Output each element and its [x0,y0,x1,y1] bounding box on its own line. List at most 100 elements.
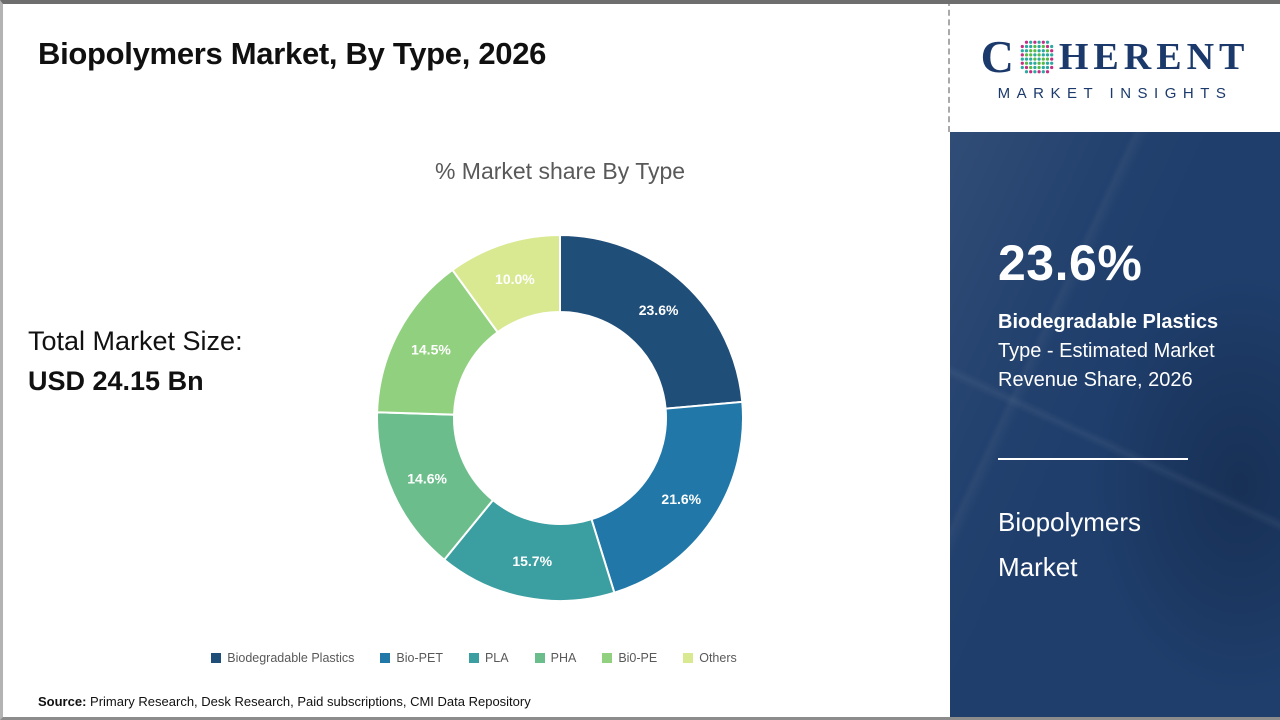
globe-dot [1024,69,1028,73]
globe-dot [1020,52,1024,57]
globe-dot [1020,65,1024,69]
panel-title-line1: Biopolymers [998,507,1142,537]
globe-dot [1037,65,1041,69]
highlight-stat-value: 23.6% [998,235,1143,291]
panel-divider [998,458,1188,460]
globe-dot [1033,69,1037,73]
legend-label: Others [699,651,737,665]
donut-segment-biodegradable-plastics [559,233,744,410]
globe-dot [1020,44,1024,48]
globe-dot [1033,52,1037,57]
globe-dot [1037,48,1041,52]
globe-dot [1033,56,1037,61]
legend-item-pha: PHA [534,651,577,665]
legend-label: Biodegradable Plastics [227,651,355,665]
donut-label: 15.7% [512,553,552,569]
globe-dot [1041,48,1045,52]
globe-dot [1049,61,1054,65]
globe-dot [1028,52,1033,57]
total-market-size-value: USD 24.15 Bn [28,366,204,396]
globe-dot [1045,69,1049,73]
legend-label: Bi0-PE [618,651,658,665]
panel-title: Biopolymers Market [998,500,1141,590]
globe-dot [1037,61,1041,65]
donut-label: 14.5% [411,342,451,358]
legend-label: PLA [484,651,509,665]
donut-label: 23.6% [639,302,679,318]
globe-dot [1037,56,1041,61]
page-title: Biopolymers Market, By Type, 2026 [38,36,547,71]
globe-dot [1041,52,1045,57]
globe-dot [1049,56,1054,61]
globe-dot [1041,65,1045,69]
globe-dot [1033,44,1037,48]
globe-dot [1049,52,1054,57]
legend-item-others: Others [683,651,737,665]
globe-dot [1045,40,1049,44]
globe-dot [1033,61,1037,65]
coherent-logo: C HERENT [981,30,1250,83]
globe-dot [1020,48,1024,52]
globe-dot [1041,69,1045,73]
donut-chart: 23.6% 21.6% 15.7% 14.6% 14.5% 10.0% [376,233,744,602]
legend-item-biodegradable-plastics: Biodegradable Plastics [211,651,354,665]
globe-dot [1024,56,1028,61]
donut-segment-bio-pet [590,400,744,594]
source-line: Source: Primary Research, Desk Research,… [38,694,531,709]
highlight-stat-line2: Type - Estimated Market [998,340,1215,362]
logo-subtitle: MARKET INSIGHTS [997,85,1233,102]
source-text: Primary Research, Desk Research, Paid su… [86,694,531,709]
source-label: Source: [38,694,87,709]
globe-dot [1024,61,1028,65]
globe-dot [1028,40,1033,44]
main-area: Biopolymers Market, By Type, 2026 % Mark… [0,36,948,709]
globe-dot [1045,61,1049,65]
globe-dot [1028,44,1033,48]
legend-swatch-icon [211,653,222,663]
legend-label: PHA [550,651,577,665]
globe-dot [1045,44,1049,48]
globe-dot [1024,52,1028,57]
globe-dot [1028,69,1033,73]
globe-dot [1041,44,1045,48]
globe-dot [1049,44,1054,48]
globe-dot [1020,56,1024,61]
right-column: C HERENT MARKET INSIGHTS 23.6% Biodegrad… [948,0,1280,720]
total-market-size-block: Total Market Size: USD 24.15 Bn [28,326,243,397]
chart-legend: Biodegradable Plastics Bio-PET PLA PHA Bi0-P… [0,648,948,668]
globe-dots-icon [1020,40,1054,73]
globe-dot [1024,44,1028,48]
legend-swatch-icon [468,653,479,663]
globe-dot [1041,56,1045,61]
globe-dot [1041,40,1045,44]
globe-dot [1045,48,1049,52]
legend-item-pla: PLA [468,651,509,665]
globe-dot [1024,65,1028,69]
highlight-stat-segment: Biodegradable Plastics [998,311,1219,333]
globe-dot [1028,65,1033,69]
chart-title: % Market share By Type [434,158,686,184]
globe-dot [1033,65,1037,69]
globe-dot [1045,52,1049,57]
legend-item-bi0-pe: Bi0-PE [602,651,657,665]
donut-segment-others [451,233,561,334]
globe-dot [1049,48,1054,52]
globe-dot [1041,61,1045,65]
globe-dot [1033,40,1037,44]
legend-item-bio-pet: Bio-PET [380,651,443,665]
globe-dot [1028,61,1033,65]
globe-dot [1024,40,1028,44]
globe-dot [1045,65,1049,69]
total-market-size-label: Total Market Size: [28,326,243,356]
globe-dot [1037,40,1041,44]
highlight-panel: 23.6% Biodegradable Plastics Type - Esti… [950,132,1280,720]
globe-dot [1037,69,1041,73]
donut-label: 14.6% [407,470,447,486]
logo-area: C HERENT MARKET INSIGHTS [948,0,1280,132]
legend-swatch-icon [534,653,545,663]
donut-label: 21.6% [661,491,701,507]
highlight-stat-description: Biodegradable Plastics Type - Estimated … [998,308,1218,395]
globe-dot [1024,48,1028,52]
highlight-stat-line3: Revenue Share, 2026 [998,369,1193,391]
globe-dot [1020,61,1024,65]
